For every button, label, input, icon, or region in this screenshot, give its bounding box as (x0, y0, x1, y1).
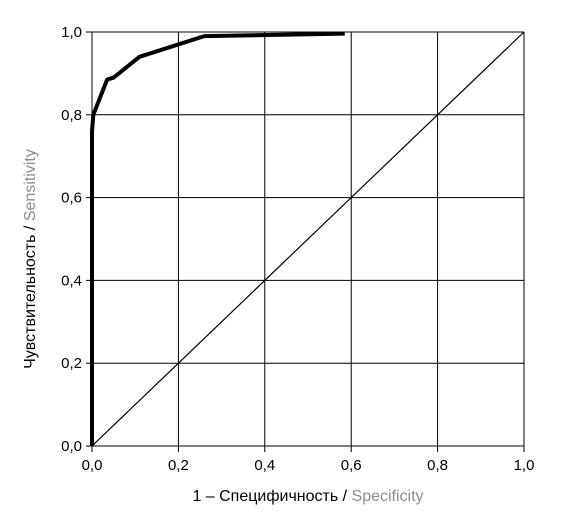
grid-layer (91, 31, 525, 447)
x-tick-label: 0,2 (168, 457, 189, 474)
x-tick-label: 0,6 (341, 457, 362, 474)
y-tick-label: 0,2 (61, 355, 82, 372)
roc-curve-line (90, 31, 345, 446)
y-tick-label: 1,0 (61, 24, 82, 41)
x-axis-label: 1 – Специфичность / Specificity (192, 488, 423, 505)
series-layer (90, 31, 525, 447)
y-tick-label: 0,6 (61, 190, 82, 207)
y-tick-label: 0,4 (61, 272, 82, 289)
y-axis-label: Чувствительность / Sensitivity (22, 149, 39, 369)
x-tick-label: 0,4 (254, 457, 275, 474)
x-axis-label-separator: / (338, 488, 351, 505)
x-tick-label: 1,0 (514, 457, 535, 474)
y-tick-label: 0,8 (61, 107, 82, 124)
tick-layer: 0,0 0,2 0,4 0,6 0,8 1,0 0,0 0,2 0,4 0,6 0,8 1,0 (61, 24, 534, 474)
y-axis-label-primary: Чувствительность (22, 235, 39, 369)
y-axis-label-separator: / (22, 221, 39, 234)
x-axis-label-primary: 1 – Специфичность (192, 488, 338, 505)
y-axis-label-secondary: Sensitivity (22, 149, 39, 221)
x-axis-label-secondary: Specificity (352, 488, 424, 505)
reference-diagonal-line (91, 31, 525, 447)
y-tick-label: 0,0 (61, 438, 82, 455)
x-tick-label: 0,8 (427, 457, 448, 474)
x-tick-label: 0,0 (82, 457, 103, 474)
